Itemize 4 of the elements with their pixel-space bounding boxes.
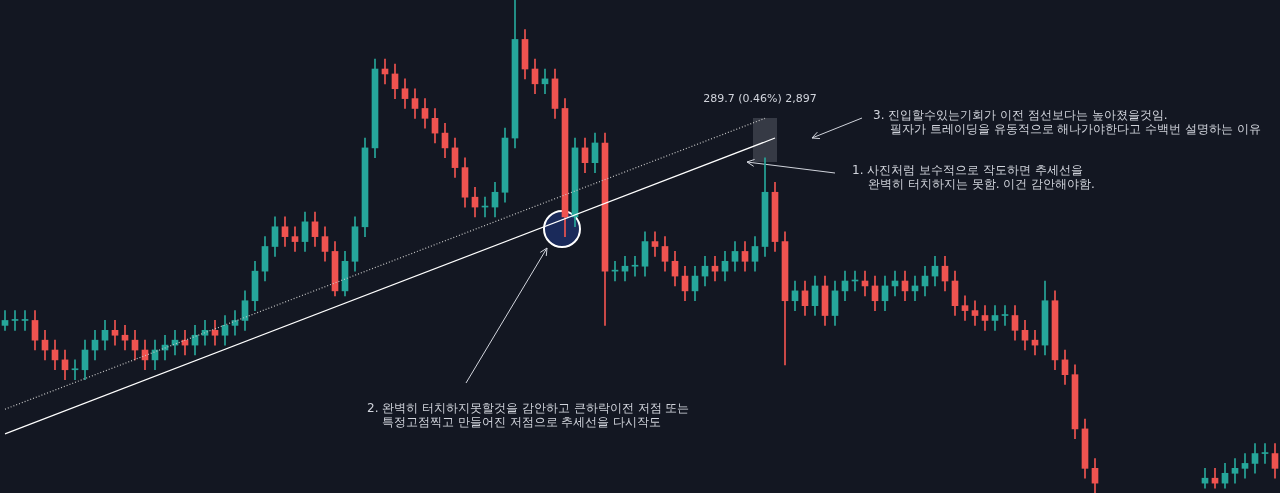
annotation: 3. 진입할수있는기회가 이전 점선보다는 높아졌을것임. 필자가 트레이딩을 유동적으로 해나가야한다고 수백번 설명하는 이유 <box>873 108 1261 136</box>
annotation: 1. 사진처럼 보수적으로 작도하면 추세선을 완벽히 터치하지는 못함. 이건 감안해야함. <box>852 163 1095 191</box>
annotation: 2. 완벽히 터치하지못할것을 감안하고 큰하락이전 저점 또는 특정고점찍고 만들어진 저점으로 추세선을 다시작도 <box>367 401 690 429</box>
annotation: 289.7 (0.46%) 2,897 <box>703 92 817 106</box>
